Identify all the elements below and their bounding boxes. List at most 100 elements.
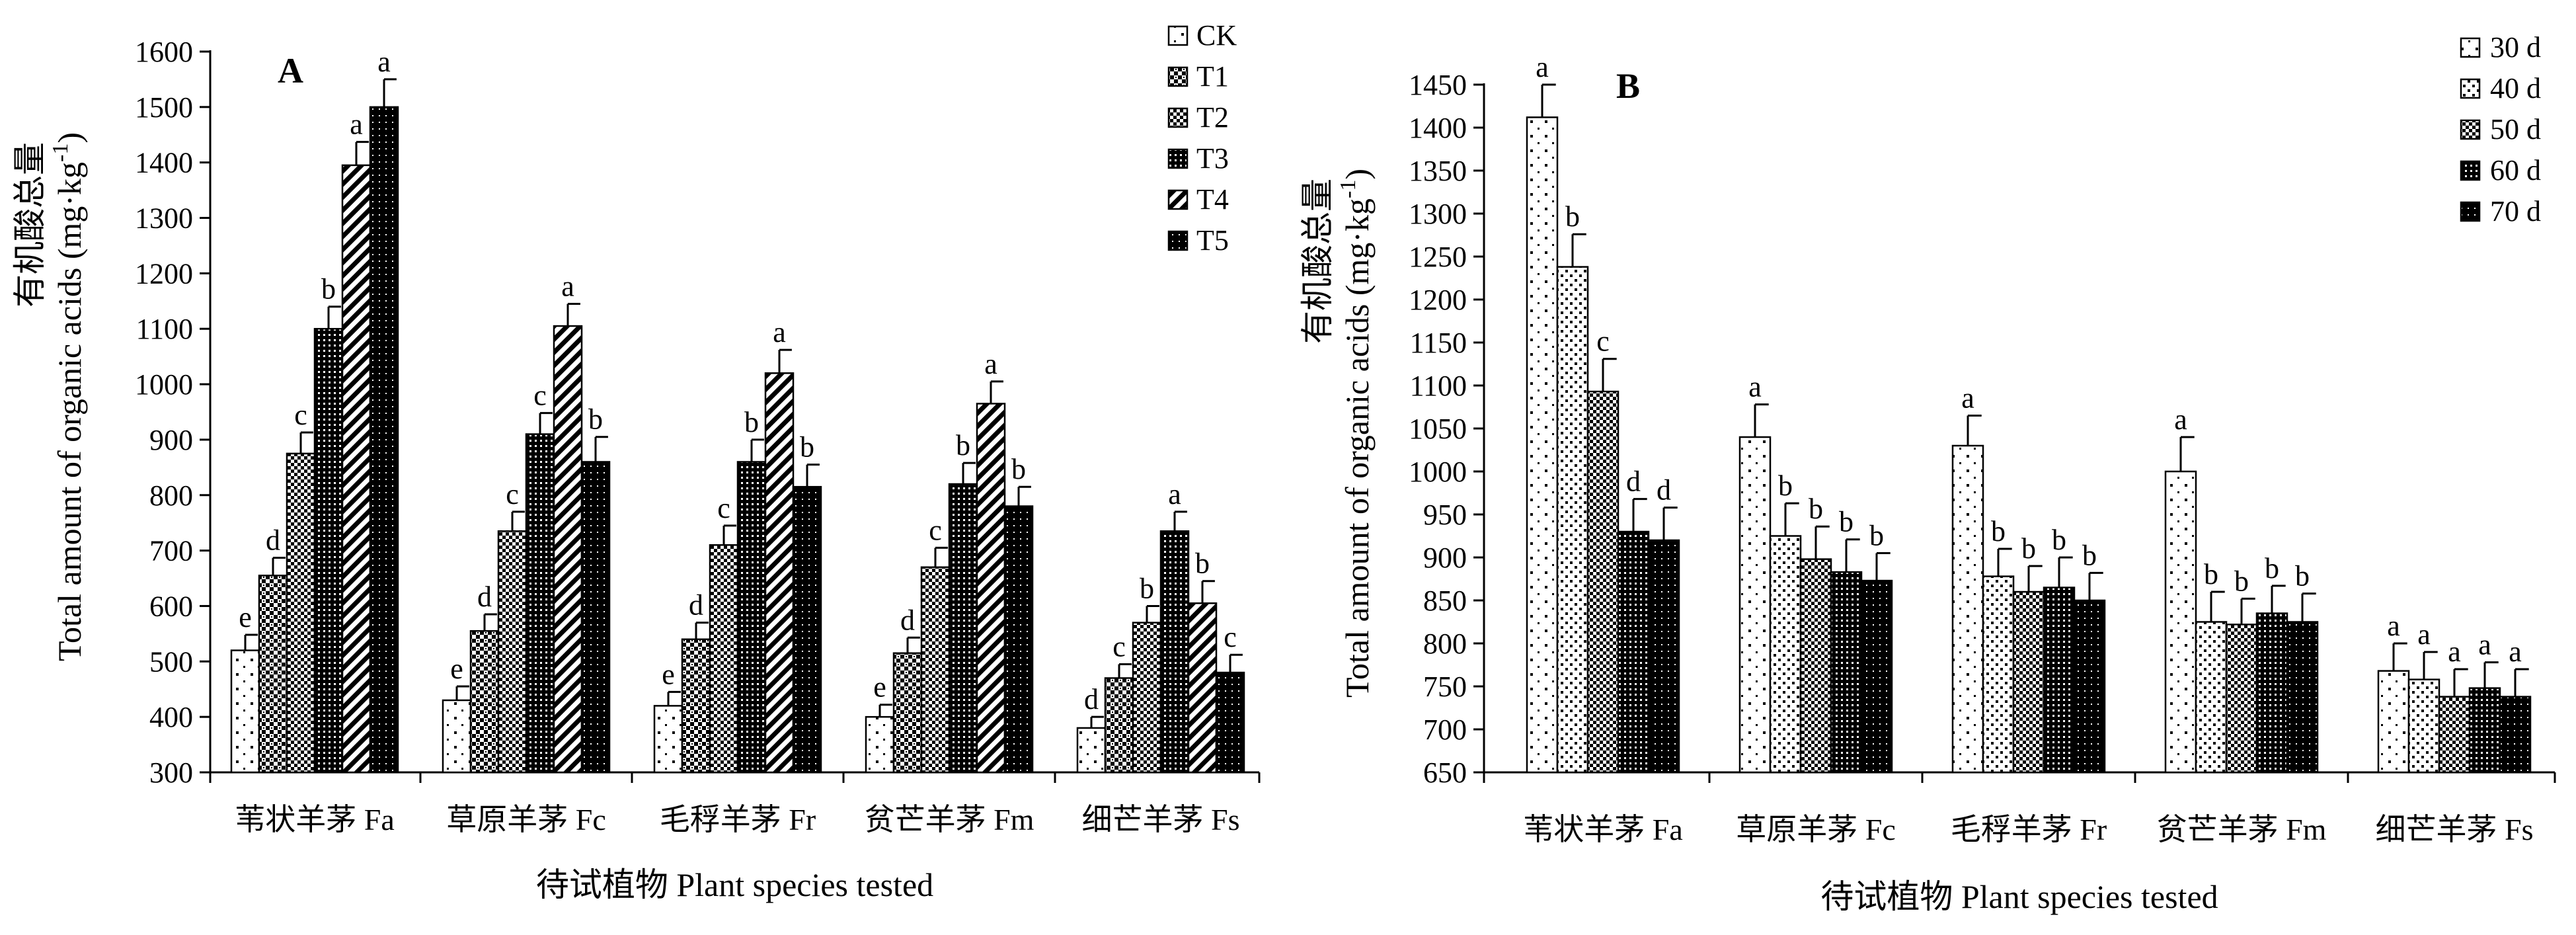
significance-letter: a [984,348,997,380]
significance-letter: b [1809,493,1823,525]
y-axis-label-cn: 有机酸总量 [11,142,48,307]
significance-letter: a [2174,403,2187,436]
y-tick-label: 1300 [135,202,193,235]
significance-letter: c [1224,621,1237,653]
legend-swatch [1167,66,1189,87]
bar [2438,696,2471,774]
significance-letter: c [717,492,730,524]
y-tick-label: 300 [149,756,193,789]
y-axis-label-cn: 有机酸总量 [1299,179,1336,344]
category-label: 贫芒羊茅 Fm [865,803,1034,836]
bar [2195,621,2228,774]
legend-swatch [2460,37,2481,58]
x-axis-label: 待试植物 Plant species tested [536,866,933,903]
bar [1617,530,1650,774]
legend-label: 40 d [2490,72,2541,104]
panel-a: 300 400 500 600 700 800 900 1000 1100 1200 1300 140… [11,19,1261,903]
y-tick-label: 1000 [135,368,193,401]
panel-label: A [278,51,303,91]
significance-letter: b [321,273,336,305]
significance-letter: b [2295,560,2310,592]
y-tick-label: 700 [1423,713,1467,746]
bar [1738,436,1772,774]
bar [1799,558,1832,774]
bar [2073,599,2106,774]
y-tick-label: 1350 [1409,155,1467,187]
legend-label: 50 d [2490,113,2541,145]
y-axis-label-main: Total amount of organic acids (mg·kg [51,162,88,661]
significance-letter: b [1140,572,1154,604]
category-label: 苇状羊茅 Fa [235,803,395,836]
legend-label: T5 [1196,224,1229,257]
y-tick-label: 1400 [135,147,193,179]
bar [792,485,822,774]
bar [341,164,371,774]
legend-swatch [2460,160,2481,181]
legend-swatch [2460,201,2481,222]
bar [2255,612,2288,774]
y-tick-label: 950 [1423,499,1467,531]
significance-letter: a [2417,618,2431,651]
legend-swatch [2460,119,2481,140]
significance-letter: d [1084,683,1099,715]
legend-swatch [1167,107,1189,128]
significance-letter: d [689,589,703,622]
bar [230,649,260,774]
bar [1586,390,1620,774]
significance-letter: a [1748,371,1762,403]
bar [2286,621,2319,774]
significance-letter: c [506,478,519,510]
category-label: 毛稃羊茅 Fr [660,803,816,836]
y-tick-label: 750 [1423,671,1467,703]
bar [681,638,711,774]
bar [2499,696,2532,774]
significance-letter: b [588,403,603,436]
bar [469,630,500,774]
significance-letter: d [477,581,492,613]
bar [1526,116,1559,774]
legend-swatch [2460,78,2481,99]
y-axis-label-main: Total amount of organic acids (mg·kg [1339,198,1376,698]
bar [865,715,895,774]
bar [1830,571,1863,774]
bar [1982,575,2015,774]
legend-label: 30 d [2490,31,2541,63]
bar [1951,444,1984,774]
significance-letter: b [2021,532,2036,565]
bar [1187,602,1218,774]
y-tick-label: 1100 [1410,370,1467,402]
legend-swatch [1167,148,1189,169]
significance-letter: b [1195,548,1210,580]
bar [2407,678,2440,774]
significance-letter: a [1536,51,1549,83]
bar [313,327,344,774]
y-axis-label-sup: -1 [1336,180,1360,198]
significance-letter: b [744,406,759,438]
significance-letter: c [929,514,942,546]
legend-swatch [1167,230,1189,251]
y-tick-label: 900 [1423,542,1467,574]
y-axis-label-close: ) [1339,169,1376,180]
significance-letter: d [1626,466,1641,498]
bar [764,372,795,774]
bar [1132,622,1162,774]
legend-label: T2 [1196,101,1229,134]
bar [258,575,288,774]
bar [709,544,739,774]
x-axis-label: 待试植物 Plant species tested [1820,878,2218,915]
y-tick-label: 1400 [1409,112,1467,144]
y-tick-label: 600 [149,590,193,622]
significance-letter: b [2204,558,2218,590]
legend-swatch [1167,25,1189,46]
bar [553,325,583,774]
bar [497,530,527,774]
y-tick-label: 1500 [135,91,193,124]
y-tick-label: 1450 [1409,69,1467,101]
significance-letter: a [350,108,363,141]
bar [736,461,767,774]
category-label: 毛稃羊茅 Fr [1951,813,2107,846]
bar [1159,530,1190,774]
significance-letter: a [377,46,391,78]
bar [1647,539,1680,774]
